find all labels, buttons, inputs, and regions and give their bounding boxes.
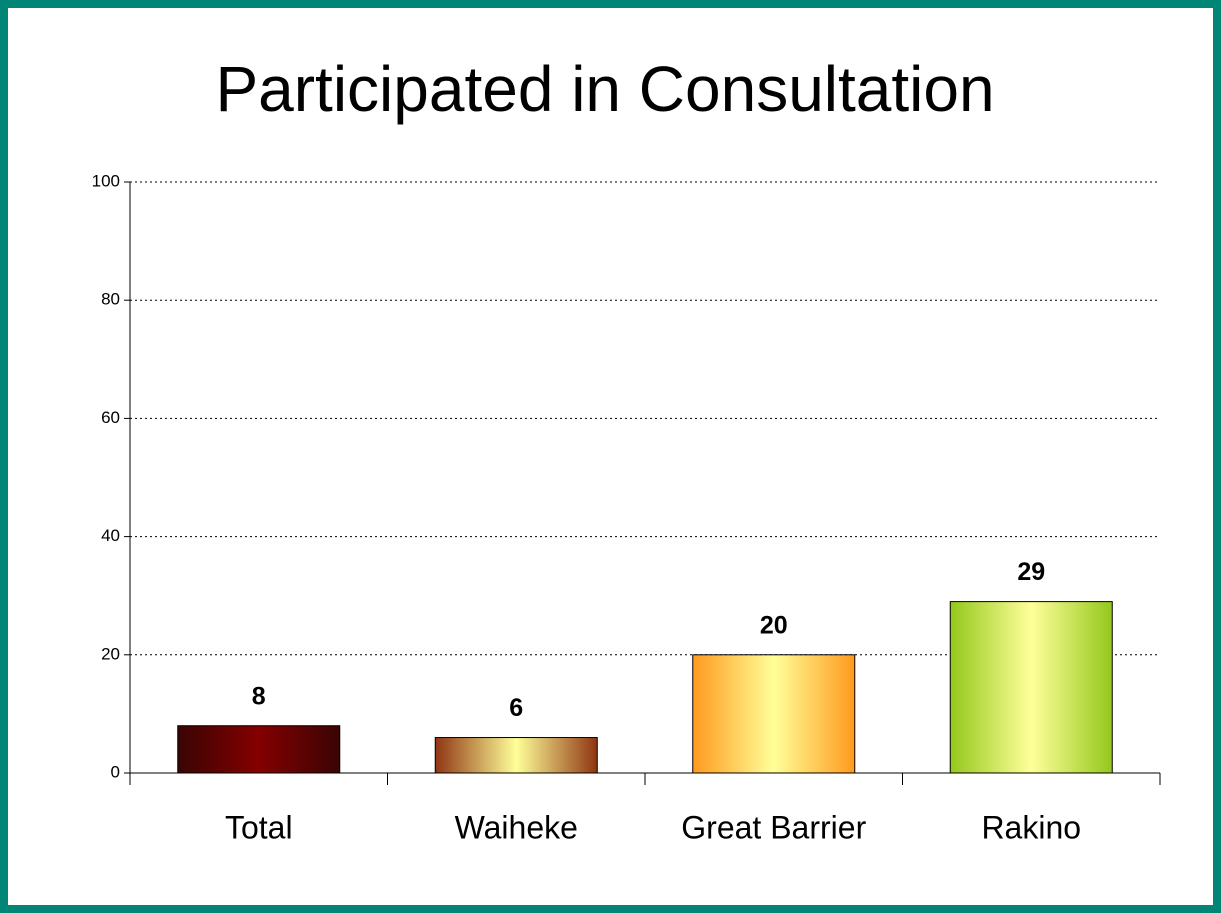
x-tick-label: Total: [225, 809, 293, 845]
y-tick-label: 0: [111, 762, 120, 781]
value-label: 29: [1017, 558, 1045, 586]
y-tick-label: 100: [92, 171, 120, 190]
y-tick-label: 40: [101, 526, 120, 545]
bar: [177, 725, 341, 774]
y-tick-label: 60: [101, 408, 120, 427]
y-tick-label: 20: [101, 644, 120, 663]
bar: [434, 737, 598, 774]
bar: [949, 601, 1113, 774]
x-tick-label: Great Barrier: [681, 809, 866, 845]
chart-title: Participated in Consultation: [215, 53, 994, 125]
value-label: 20: [760, 611, 788, 639]
y-tick-label: 80: [101, 290, 120, 309]
bar: [692, 654, 856, 774]
value-label: 6: [509, 694, 523, 722]
x-tick-label: Rakino: [981, 809, 1081, 845]
x-tick-label: Waiheke: [455, 809, 578, 845]
value-label: 8: [252, 682, 266, 710]
